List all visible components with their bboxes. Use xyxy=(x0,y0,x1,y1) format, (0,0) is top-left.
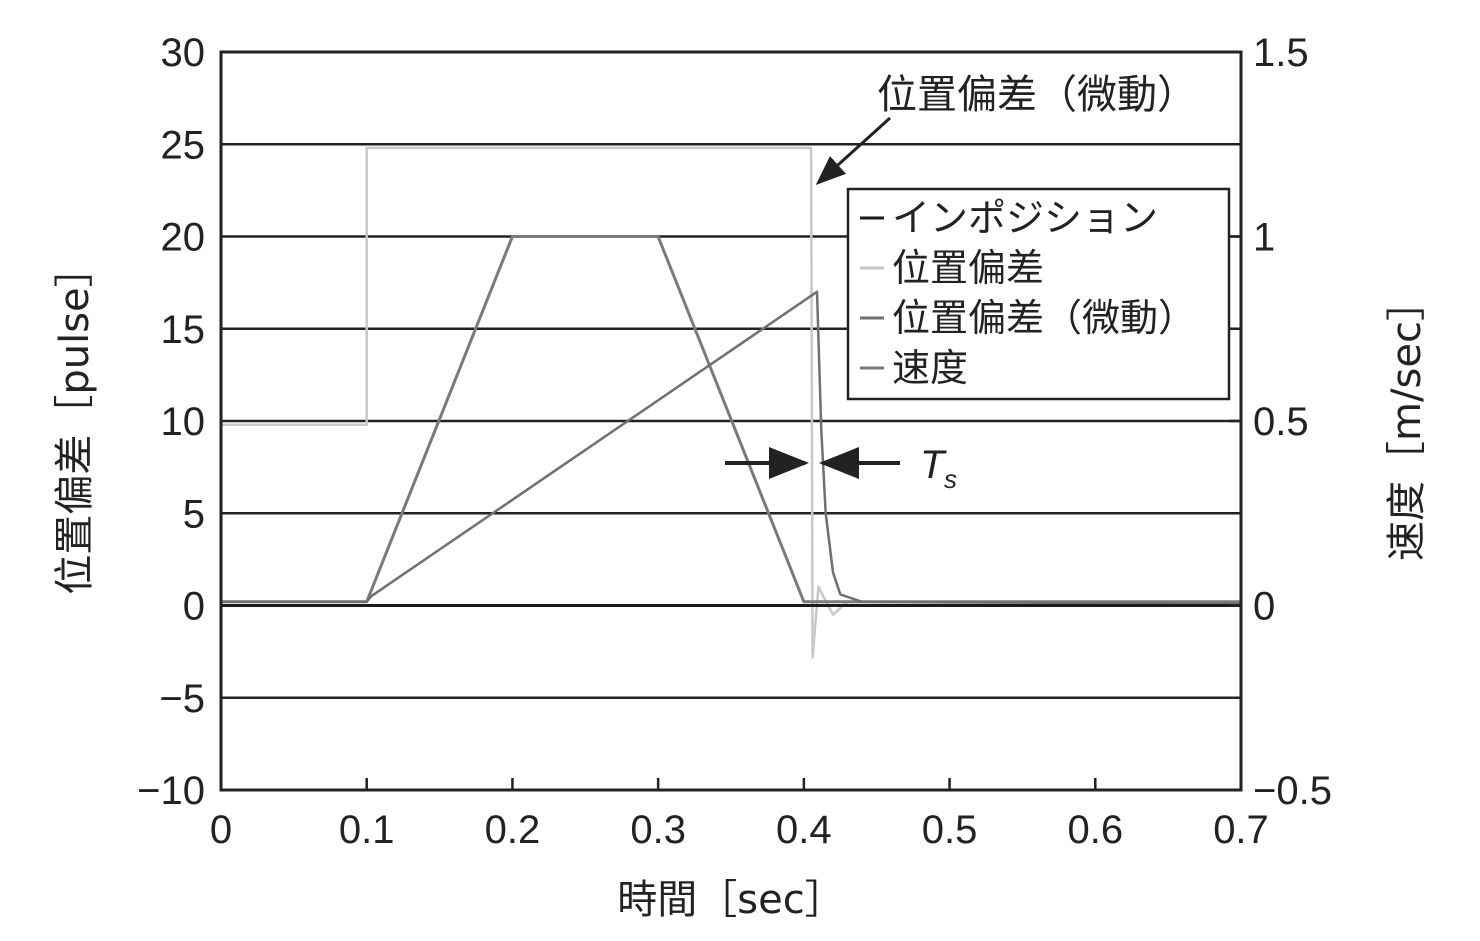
y-left-tick-label: 25 xyxy=(161,123,206,167)
legend-label: インポジション xyxy=(892,196,1158,240)
y-left-tick-label: 0 xyxy=(183,585,205,629)
annotation-callout: 位置偏差（微動） xyxy=(815,72,1197,186)
y-right-tick-label: 1.5 xyxy=(1253,31,1309,75)
y-axis-left-title: 位置偏差［pulse］ xyxy=(52,247,98,594)
legend-label: 速度 xyxy=(892,346,968,390)
annotation-label: 位置偏差（微動） xyxy=(877,72,1197,118)
x-tick-label: 0.3 xyxy=(630,808,686,852)
y-right-tick-label: 0.5 xyxy=(1253,400,1309,444)
ts-subscript: s xyxy=(944,464,957,494)
x-tick-label: 0 xyxy=(210,808,232,852)
y-left-tick-label: 15 xyxy=(161,308,206,352)
y-left-tick-labels: 30 25 20 15 10 5 0 −5 −10 xyxy=(137,31,205,813)
legend-label: 位置偏差 xyxy=(892,246,1044,290)
x-tick-label: 0.1 xyxy=(339,808,395,852)
y-right-tick-label: −0.5 xyxy=(1253,769,1332,813)
legend-label: 位置偏差（微動） xyxy=(892,296,1196,340)
ts-label: T xyxy=(920,443,947,487)
x-tick-label: 0.7 xyxy=(1213,808,1269,852)
x-tick-label: 0.5 xyxy=(922,808,978,852)
x-tick-label: 0.4 xyxy=(776,808,832,852)
x-tick-label: 0.2 xyxy=(485,808,541,852)
y-left-tick-label: 10 xyxy=(161,400,206,444)
legend-box xyxy=(846,187,1231,401)
y-left-tick-label: 20 xyxy=(161,216,206,260)
x-tick-label: 0.6 xyxy=(1067,808,1123,852)
y-right-tick-labels: 1.5 1 0.5 0 −0.5 xyxy=(1229,31,1332,813)
y-right-tick-label: 0 xyxy=(1253,585,1275,629)
x-axis-title: 時間［sec］ xyxy=(617,877,844,923)
annotation-arrow xyxy=(815,116,892,186)
ts-annotation: T s xyxy=(725,443,957,494)
y-axis-right-title: 速度［m/sec］ xyxy=(1384,281,1430,561)
series-line-1 xyxy=(221,146,1242,659)
y-left-tick-label: 30 xyxy=(161,31,206,75)
y-left-tick-label: −5 xyxy=(159,677,205,721)
y-left-tick-label: −10 xyxy=(137,769,205,813)
x-tick-labels: 0 0.1 0.2 0.3 0.4 0.5 0.6 0.7 xyxy=(210,778,1269,852)
y-left-tick-label: 5 xyxy=(183,492,205,536)
y-right-tick-label: 1 xyxy=(1253,216,1275,260)
